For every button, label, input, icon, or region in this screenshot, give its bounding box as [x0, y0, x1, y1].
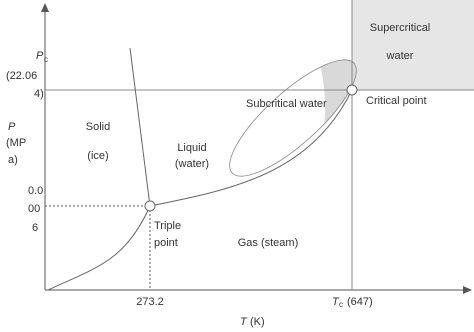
x-axis-unit: (K): [250, 316, 265, 328]
tc-value: (647): [347, 296, 373, 308]
triple-pressure: 00: [28, 203, 40, 215]
region-label: (water): [175, 158, 209, 170]
pc-subscript: c: [44, 55, 48, 64]
triple-pressure: 0.0: [28, 185, 43, 197]
y-axis-symbol: P: [8, 121, 16, 133]
point-label: Triple: [154, 220, 181, 232]
sublimation-curve: [47, 205, 151, 291]
region-label: Solid: [86, 121, 110, 133]
x-arrow: [463, 286, 472, 294]
subcritical-ellipse: [229, 59, 357, 177]
region-label: Subcritical water: [246, 98, 327, 110]
triple-point: [144, 200, 156, 212]
vaporization-curve: [149, 89, 353, 207]
subcritical-shade: [229, 59, 357, 177]
region-label: Supercritical: [370, 22, 431, 34]
triple-temperature: 273.2: [136, 296, 164, 308]
y-arrow: [41, 3, 49, 12]
point-label: point: [154, 237, 178, 249]
region-label: water: [386, 50, 414, 62]
x-axis-symbol: T: [240, 316, 248, 328]
region-label: Liquid: [177, 142, 206, 154]
pc-symbol: P: [36, 50, 44, 62]
point-label: Critical point: [366, 95, 427, 107]
critical-point: [346, 84, 358, 96]
tc-subscript: c: [339, 300, 343, 309]
y-axis-unit: a): [8, 154, 18, 166]
pc-value: (22.06: [6, 70, 37, 82]
y-axis-unit: (MP: [6, 137, 26, 149]
region-label: Gas (steam): [238, 237, 299, 249]
pc-value: 4): [34, 88, 44, 100]
supercritical-region: [352, 0, 474, 90]
tc-symbol: T: [332, 296, 340, 308]
region-label: (ice): [87, 150, 108, 162]
triple-pressure: 6: [32, 222, 38, 234]
melting-curve: [129, 47, 151, 207]
